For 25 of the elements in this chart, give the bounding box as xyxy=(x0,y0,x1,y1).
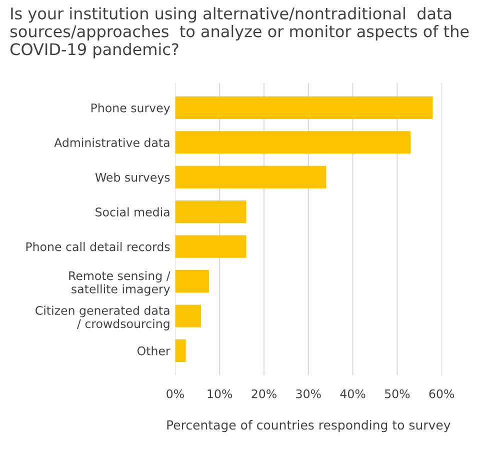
bar xyxy=(175,270,209,293)
chart-title: Is your institution using alternative/nontraditional data sources/approaches to analyze or monitor aspects of the COVID-19 pandemic? xyxy=(10,7,469,58)
y-tick-label: Remote sensing / satellite imagery xyxy=(69,271,170,296)
bar xyxy=(175,166,326,188)
x-tick-label: 60% xyxy=(429,389,454,398)
y-tick-label: Web surveys xyxy=(95,172,170,184)
x-tick-label: 30% xyxy=(296,389,321,398)
bar xyxy=(175,339,186,362)
x-tick-label: 10% xyxy=(208,389,232,398)
bar xyxy=(175,200,246,224)
y-tick-label: Social media xyxy=(96,207,170,216)
y-tick-label: Phone survey xyxy=(91,103,170,115)
bar xyxy=(175,304,201,328)
bar xyxy=(175,131,411,154)
bar xyxy=(175,96,433,119)
y-tick-label: Citizen generated data / crowdsourcing xyxy=(36,306,170,330)
x-tick-label: 20% xyxy=(252,389,276,398)
x-axis-title: Percentage of countries responding to survey xyxy=(167,420,450,432)
y-tick-label: Administrative data xyxy=(54,138,170,148)
y-tick-label: Phone call detail records xyxy=(26,242,170,252)
x-tick-label: 40% xyxy=(340,389,366,398)
y-tick-label: Other xyxy=(137,346,170,356)
bar xyxy=(175,235,246,258)
x-tick-label: 50% xyxy=(384,389,410,398)
x-tick-label: 0% xyxy=(166,389,184,398)
